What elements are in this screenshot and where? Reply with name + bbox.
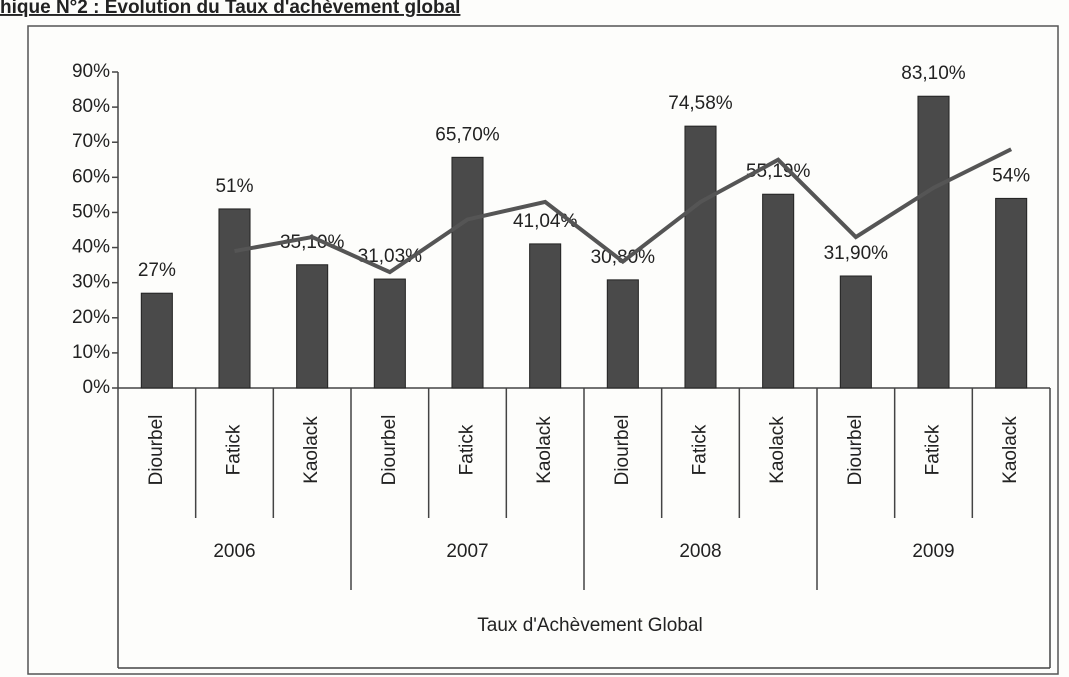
bar — [296, 264, 329, 389]
bar — [917, 95, 950, 389]
y-tick-label: 0% — [83, 377, 111, 398]
group-label: 2006 — [213, 541, 255, 562]
y-tick-label: 60% — [72, 166, 110, 187]
y-tick-label: 70% — [72, 131, 110, 152]
value-label: 31,90% — [824, 243, 889, 264]
bar — [762, 193, 795, 389]
value-label: 65,70% — [435, 124, 500, 145]
y-tick-label: 20% — [72, 307, 110, 328]
x-axis-label: Taux d'Achèvement Global — [477, 615, 702, 636]
y-tick-label: 80% — [72, 96, 110, 117]
value-label: 35,10% — [280, 232, 345, 253]
chart-frame — [27, 25, 1059, 675]
bar — [218, 208, 251, 389]
bar — [606, 279, 639, 389]
bar — [451, 156, 484, 389]
group-label: 2009 — [912, 541, 954, 562]
x-tick-label: Diourbel — [845, 415, 866, 486]
value-label: 51% — [215, 176, 253, 197]
value-label: 30,80% — [591, 247, 656, 268]
y-tick-label: 30% — [72, 272, 110, 293]
group-label: 2008 — [679, 541, 721, 562]
x-tick-label: Fatick — [923, 424, 944, 475]
bar — [529, 243, 562, 389]
x-tick-label: Fatick — [690, 424, 711, 475]
x-tick-label: Diourbel — [379, 415, 400, 486]
chart-title: hique N°2 : Evolution du Taux d'achèveme… — [0, 0, 460, 18]
value-label: 27% — [138, 260, 176, 281]
y-tick-label: 50% — [72, 201, 110, 222]
group-label: 2007 — [446, 541, 488, 562]
x-tick-label: Diourbel — [612, 415, 633, 486]
x-tick-label: Kaolack — [301, 416, 322, 484]
value-label: 54% — [992, 165, 1030, 186]
x-tick-label: Kaolack — [1000, 416, 1021, 484]
x-tick-label: Fatick — [224, 424, 245, 475]
bar — [684, 125, 717, 389]
x-tick-label: Diourbel — [146, 415, 167, 486]
y-tick-label: 90% — [72, 61, 110, 82]
y-tick-label: 40% — [72, 237, 110, 258]
bar — [995, 197, 1028, 389]
value-label: 83,10% — [901, 63, 966, 84]
x-tick-label: Kaolack — [534, 416, 555, 484]
x-tick-label: Fatick — [457, 424, 478, 475]
y-tick-label: 10% — [72, 342, 110, 363]
bar — [140, 292, 173, 389]
bar — [839, 275, 872, 389]
x-tick-label: Kaolack — [767, 416, 788, 484]
trendline — [234, 147, 1013, 275]
value-label: 74,58% — [668, 93, 733, 114]
bar — [373, 278, 406, 389]
